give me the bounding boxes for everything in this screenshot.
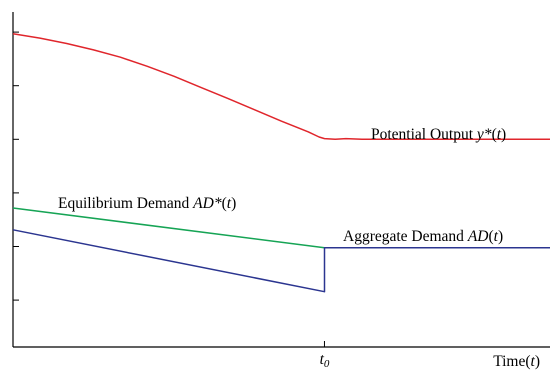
aggregate-demand-label: Aggregate Demand AD(t) xyxy=(343,228,503,245)
x-axis-label: Time(t) xyxy=(493,353,540,370)
aggregate-demand-line xyxy=(12,229,550,293)
equilibrium-demand-label: Equilibrium Demand AD*(t) xyxy=(58,195,236,212)
y-ticks xyxy=(13,31,19,301)
potential-output-line xyxy=(12,33,550,141)
t0-label: t0 xyxy=(320,351,330,370)
potential-output-label: Potential Output y*(t) xyxy=(371,126,506,143)
series-lines xyxy=(12,33,550,293)
